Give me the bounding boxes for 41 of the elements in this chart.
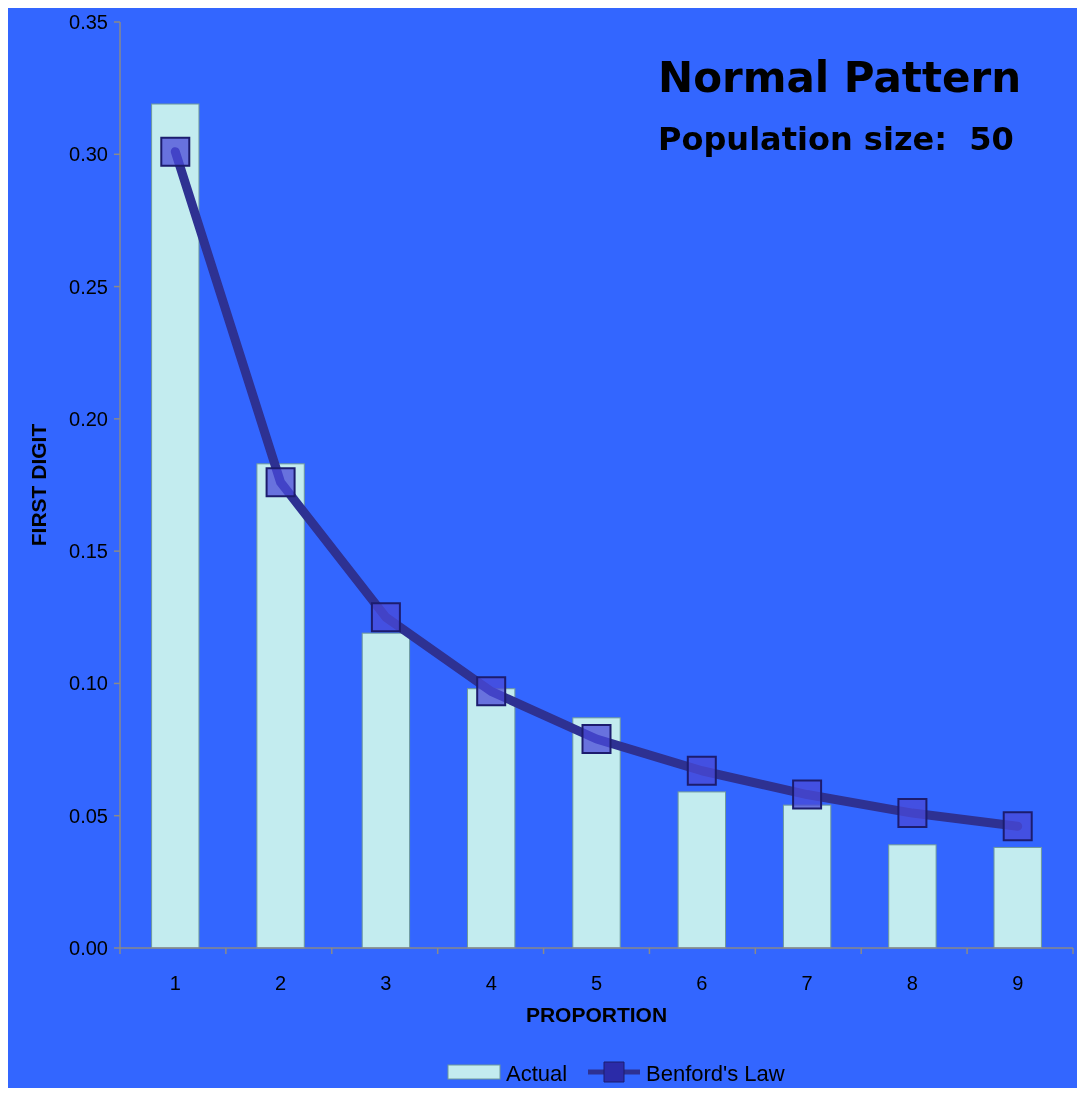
point [370, 602, 401, 633]
bar [782, 804, 832, 949]
point [897, 798, 928, 829]
bar [677, 791, 726, 949]
y-tick-label: 0.35 [69, 11, 108, 33]
legend-label: Actual [506, 1060, 568, 1086]
bar [888, 844, 937, 949]
x-tick-label: 9 [1012, 972, 1024, 994]
point [160, 136, 191, 167]
x-tick-label: 6 [696, 972, 708, 994]
y-tick-label: 0.25 [69, 275, 108, 298]
point [265, 467, 296, 498]
y-tick-label: 0.20 [69, 407, 108, 430]
text: Population size: 50 [658, 120, 1014, 158]
y-tick-label: 0.15 [69, 540, 108, 563]
text: Normal Pattern [658, 53, 1022, 102]
y-tick-label: 0.10 [69, 672, 108, 695]
y-tick-label: 0.05 [69, 804, 108, 827]
bar [256, 463, 305, 949]
point [581, 723, 612, 754]
bar [361, 632, 411, 949]
bar [572, 717, 621, 949]
x-tick-label: 1 [169, 972, 181, 994]
bar [151, 103, 200, 949]
y-axis-title: FIRST DIGIT [27, 423, 50, 547]
x-axis-title: PROPORTION [525, 1003, 668, 1026]
bar [993, 846, 1042, 949]
point [1002, 811, 1033, 842]
x-tick-label: 4 [485, 972, 497, 994]
x-tick-label: 8 [906, 972, 918, 994]
y-tick-label: 0.00 [69, 937, 108, 959]
point [792, 779, 823, 810]
point [476, 676, 507, 707]
x-tick-label: 7 [801, 972, 813, 994]
x-tick-label: 5 [590, 972, 603, 994]
bar [467, 688, 516, 949]
x-tick-label: 2 [275, 972, 287, 994]
y-tick-label: 0.30 [69, 143, 108, 166]
legend-label: Benford's Law [646, 1060, 785, 1086]
x-tick-label: 3 [380, 972, 392, 994]
point [686, 755, 717, 786]
